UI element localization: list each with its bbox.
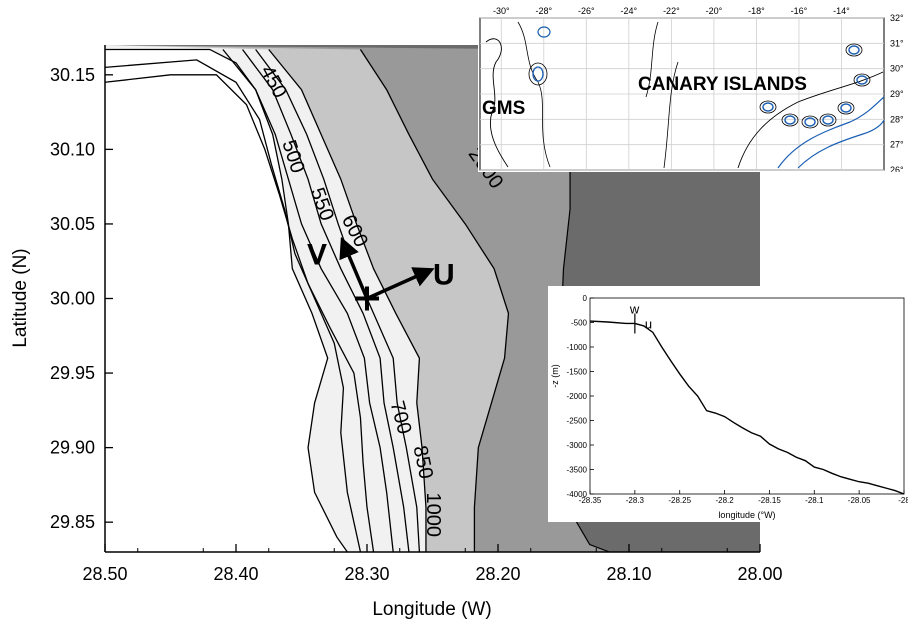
map-x-tick-label: -20° bbox=[706, 6, 723, 16]
profile-x-tick-label: -28.2 bbox=[715, 496, 734, 505]
map-contour-ridge bbox=[645, 21, 659, 98]
contour-line-700 bbox=[242, 49, 410, 553]
profile-y-tick-label: -3500 bbox=[567, 466, 588, 475]
x-tick-label: 28.00 bbox=[737, 564, 782, 584]
x-tick-label: 28.30 bbox=[344, 564, 389, 584]
map-contour-islands-2 bbox=[797, 119, 885, 169]
annotation-u: u bbox=[645, 316, 652, 331]
contour-line-550 bbox=[104, 74, 375, 553]
profile-frame bbox=[589, 297, 905, 495]
y-tick-label: 30.05 bbox=[50, 214, 95, 234]
map-contour-ridge-2 bbox=[663, 61, 679, 169]
map-x-tick-label: -26° bbox=[578, 6, 595, 16]
map-island-outline bbox=[837, 101, 855, 115]
contour-line-600 bbox=[222, 49, 394, 553]
profile-y-tick-label: -3000 bbox=[567, 441, 588, 450]
canary-islands-map-inset: -30° -28° -26° -24° -22° -20° -18° -16° -14° 32° 3… bbox=[478, 2, 908, 172]
profile-x-tick-label: -28.15 bbox=[758, 496, 781, 505]
profile-y-tick-label: -500 bbox=[571, 319, 588, 328]
v-axis-label: V bbox=[307, 239, 327, 272]
profile-y-axis-title: -z (m) bbox=[550, 364, 560, 388]
x-tick-label: 28.50 bbox=[82, 564, 127, 584]
map-seamount-2 bbox=[537, 26, 551, 38]
profile-y-tick-label: -2000 bbox=[567, 392, 588, 401]
profile-x-tick-label: -28.3 bbox=[626, 496, 645, 505]
map-island-outline bbox=[845, 43, 863, 57]
map-island-outline bbox=[853, 73, 871, 87]
depth-profile-line bbox=[589, 320, 905, 495]
map-island bbox=[804, 117, 816, 127]
map-y-tick-label: 27° bbox=[890, 140, 904, 150]
map-x-tick-label: -22° bbox=[663, 6, 680, 16]
profile-x-axis-title: longitude (°W) bbox=[718, 510, 775, 520]
map-x-tick-label: -30° bbox=[493, 6, 510, 16]
map-island bbox=[784, 115, 796, 125]
main-axes: 28.50 28.40 28.30 28.20 28.10 28.00 30.15 30.10… bbox=[50, 45, 783, 584]
profile-y-tick-label: -4000 bbox=[567, 490, 588, 499]
profile-y-tick-label: -2500 bbox=[567, 417, 588, 426]
map-island-outline bbox=[759, 100, 777, 114]
x-tick-label: 28.10 bbox=[606, 564, 651, 584]
profile-y-tick-label: -1500 bbox=[567, 368, 588, 377]
profile-x-tick-label: -28.1 bbox=[805, 496, 824, 505]
y-tick-label: 30.10 bbox=[50, 139, 95, 159]
x-tick-label: 28.20 bbox=[475, 564, 520, 584]
map-seamount bbox=[532, 66, 544, 82]
map-x-tick-label: -28° bbox=[535, 6, 552, 16]
y-axis-title: Latitude (N) bbox=[10, 248, 31, 347]
map-island-outline bbox=[801, 115, 819, 129]
y-tick-label: 29.95 bbox=[50, 363, 95, 383]
map-island-outline bbox=[819, 113, 837, 127]
x-axis-title: Longitude (W) bbox=[372, 599, 491, 620]
y-tick-label: 29.90 bbox=[50, 438, 95, 458]
profile-y-tick-label: -1000 bbox=[567, 343, 588, 352]
u-axis-label: U bbox=[433, 259, 455, 292]
map-seamount-outer bbox=[528, 62, 548, 86]
contour-label-1000: 1000 bbox=[422, 492, 444, 537]
map-contour-gms-mid bbox=[517, 21, 551, 168]
current-axes: UV bbox=[307, 236, 455, 311]
profile-x-tick-label: -28.35 bbox=[579, 496, 602, 505]
map-island bbox=[762, 102, 774, 112]
profile-y-tick-label: 0 bbox=[583, 294, 588, 303]
contour-line-2000 bbox=[359, 49, 510, 552]
map-bathymetry bbox=[485, 21, 885, 169]
map-y-tick-label: 30° bbox=[890, 64, 904, 74]
profile-x-tick-label: -28.05 bbox=[848, 496, 871, 505]
map-x-tick-label: -16° bbox=[791, 6, 808, 16]
map-island bbox=[848, 45, 860, 55]
annotation-w: w bbox=[629, 301, 640, 316]
map-label-canary-islands: CANARY ISLANDS bbox=[638, 74, 807, 95]
depth-profile-inset: -28.35 -28.3 -28.25 -28.2 -28.15 -28.1 -28.05 -… bbox=[548, 286, 908, 522]
map-y-tick-label: 29° bbox=[890, 89, 904, 99]
map-grid bbox=[480, 17, 884, 171]
contour-line-450 bbox=[105, 48, 348, 553]
y-tick-label: 30.15 bbox=[50, 65, 95, 85]
y-tick-label: 29.85 bbox=[50, 512, 95, 532]
map-island bbox=[856, 75, 868, 85]
profile-x-tick-label: -28.25 bbox=[668, 496, 691, 505]
map-y-tick-label: 31° bbox=[890, 38, 904, 48]
map-island-outline bbox=[781, 113, 799, 127]
map-y-tick-label: 26° bbox=[890, 165, 904, 172]
map-island bbox=[840, 103, 852, 113]
map-contour-islands bbox=[777, 96, 885, 169]
y-tick-label: 30.00 bbox=[50, 289, 95, 309]
contour-line-500 bbox=[104, 59, 362, 553]
u-axis-arrow bbox=[366, 267, 435, 301]
x-tick-label: 28.40 bbox=[213, 564, 258, 584]
map-contour-gms-west bbox=[485, 38, 509, 168]
map-y-tick-label: 32° bbox=[890, 13, 904, 23]
map-x-tick-label: -24° bbox=[621, 6, 638, 16]
map-x-tick-label: -18° bbox=[748, 6, 765, 16]
map-island bbox=[822, 115, 834, 125]
map-x-tick-label: -14° bbox=[833, 6, 850, 16]
map-label-gms: GMS bbox=[482, 98, 525, 119]
map-contour-shelf bbox=[737, 71, 884, 169]
band-unshaded bbox=[105, 45, 348, 552]
profile-x-tick-label: -28 bbox=[898, 496, 908, 505]
map-y-tick-label: 28° bbox=[890, 114, 904, 124]
v-axis-arrow bbox=[339, 236, 369, 300]
